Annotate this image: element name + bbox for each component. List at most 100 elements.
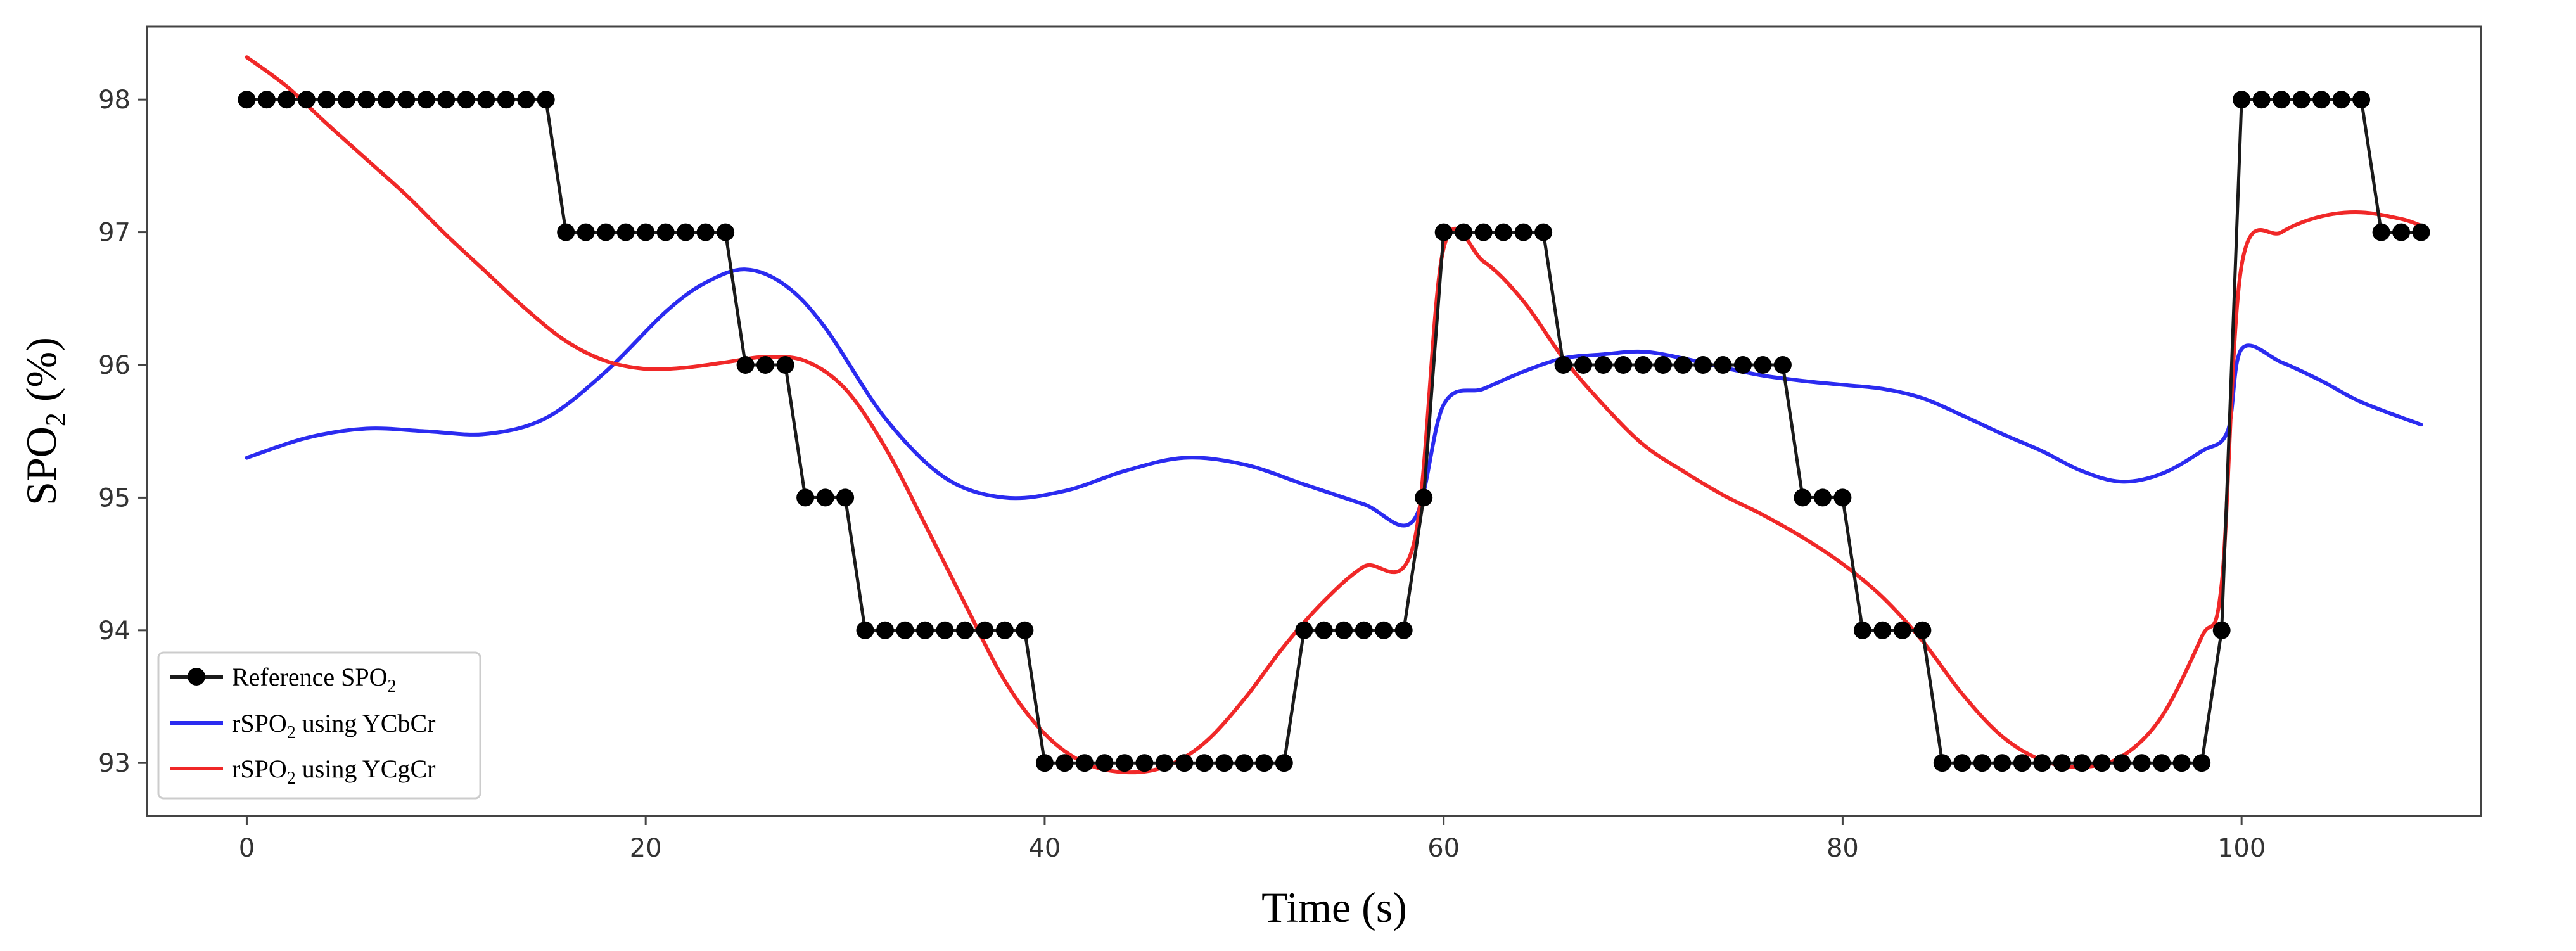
data-point-reference: [796, 488, 815, 507]
data-point-reference: [936, 621, 954, 639]
data-point-reference: [1295, 621, 1313, 639]
data-point-reference: [2133, 754, 2151, 772]
y-axis-label-base: SPO: [17, 426, 65, 506]
legend-label-ycgcr: rSPO2 using YCgCr: [232, 755, 435, 788]
data-point-reference: [995, 621, 1014, 639]
x-axis-label: Time (s): [1261, 883, 1407, 931]
y-tick-label: 93: [98, 749, 131, 778]
data-point-reference: [1933, 754, 1951, 772]
data-point-reference: [597, 223, 615, 241]
data-point-reference: [896, 621, 914, 639]
data-point-reference: [956, 621, 974, 639]
data-point-reference: [2172, 754, 2191, 772]
data-point-reference: [656, 223, 675, 241]
data-point-reference: [2392, 223, 2411, 241]
data-point-reference: [1614, 356, 1633, 374]
data-point-reference: [1455, 223, 1473, 241]
data-point-reference: [2193, 754, 2211, 772]
data-point-reference: [2233, 91, 2251, 109]
plot-frame: [146, 25, 2482, 817]
x-tick-label: 20: [630, 834, 662, 863]
x-axis-ticks: 0 20 40 60 80 100: [239, 816, 2266, 863]
y-tick-label: 94: [98, 616, 131, 646]
data-point-reference: [1773, 356, 1792, 374]
data-point-reference: [477, 91, 495, 109]
data-point-reference: [2212, 621, 2231, 639]
legend-label-reference: Reference SPO2: [232, 663, 396, 696]
data-point-reference: [1813, 488, 1832, 507]
data-point-reference: [357, 91, 376, 109]
data-point-reference: [2312, 91, 2331, 109]
data-point-reference: [1833, 488, 1852, 507]
series-line-ycbcr: [245, 267, 2423, 528]
data-point-reference: [1434, 223, 1453, 241]
data-point-reference: [1315, 621, 1333, 639]
data-point-reference: [2113, 754, 2131, 772]
data-point-reference: [1055, 754, 1074, 772]
data-point-reference: [1714, 356, 1732, 374]
data-point-reference: [616, 223, 635, 241]
data-point-reference: [1075, 754, 1094, 772]
data-point-reference: [816, 488, 834, 507]
y-tick-label: 95: [98, 483, 131, 513]
y-tick-label: 97: [98, 219, 131, 248]
data-point-reference: [2332, 91, 2350, 109]
data-point-reference: [637, 223, 655, 241]
series-layer: [238, 55, 2430, 775]
series-line-ycgcr: [245, 55, 2423, 775]
legend: Reference SPO2 rSPO2 using YCbCr rSPO2 u…: [157, 651, 481, 800]
data-point-reference: [2252, 91, 2271, 109]
data-point-reference: [1155, 754, 1173, 772]
data-point-reference: [1335, 621, 1353, 639]
x-tick-label: 100: [2217, 834, 2266, 863]
data-point-reference: [2153, 754, 2171, 772]
data-point-reference: [1115, 754, 1133, 772]
data-point-reference: [437, 91, 456, 109]
y-axis-ticks: 93 94 95 96 97 98: [98, 86, 147, 778]
data-point-reference: [277, 91, 296, 109]
data-point-reference: [916, 621, 934, 639]
data-point-reference: [1913, 621, 1932, 639]
data-point-reference: [756, 356, 775, 374]
data-point-reference: [537, 91, 555, 109]
data-point-reference: [2352, 91, 2371, 109]
data-point-reference: [1734, 356, 1752, 374]
data-point-reference: [717, 223, 735, 241]
data-point-reference: [677, 223, 695, 241]
data-point-reference: [1195, 754, 1213, 772]
data-point-reference: [1415, 488, 1433, 507]
x-tick-label: 0: [239, 834, 255, 863]
data-point-reference: [257, 91, 276, 109]
data-point-reference: [1594, 356, 1612, 374]
data-point-reference: [297, 91, 316, 109]
x-tick-label: 80: [1827, 834, 1859, 863]
data-point-reference: [1495, 223, 1513, 241]
data-point-reference: [1215, 754, 1234, 772]
data-point-reference: [2013, 754, 2031, 772]
data-point-reference: [577, 223, 595, 241]
y-tick-label: 98: [98, 86, 131, 115]
legend-entry-ycgcr: rSPO2 using YCgCr: [170, 755, 435, 788]
data-point-reference: [1135, 754, 1154, 772]
data-point-reference: [856, 621, 874, 639]
data-point-reference: [1375, 621, 1393, 639]
data-point-reference: [876, 621, 894, 639]
legend-label-ycbcr: rSPO2 using YCbCr: [232, 709, 435, 743]
data-point-reference: [2093, 754, 2111, 772]
data-point-reference: [1953, 754, 1972, 772]
data-point-reference: [2372, 223, 2390, 241]
data-point-reference: [1634, 356, 1652, 374]
data-point-reference: [1853, 621, 1871, 639]
data-point-reference: [2273, 91, 2291, 109]
data-point-reference: [377, 91, 395, 109]
data-point-reference: [1514, 223, 1533, 241]
data-point-reference: [1794, 488, 1812, 507]
legend-entry-ycbcr: rSPO2 using YCbCr: [170, 709, 435, 743]
data-point-reference: [976, 621, 994, 639]
data-point-reference: [1394, 621, 1413, 639]
data-point-reference: [1694, 356, 1712, 374]
data-point-reference: [2412, 223, 2430, 241]
y-axis-label-tail: (%): [17, 337, 65, 412]
data-point-reference: [1534, 223, 1553, 241]
